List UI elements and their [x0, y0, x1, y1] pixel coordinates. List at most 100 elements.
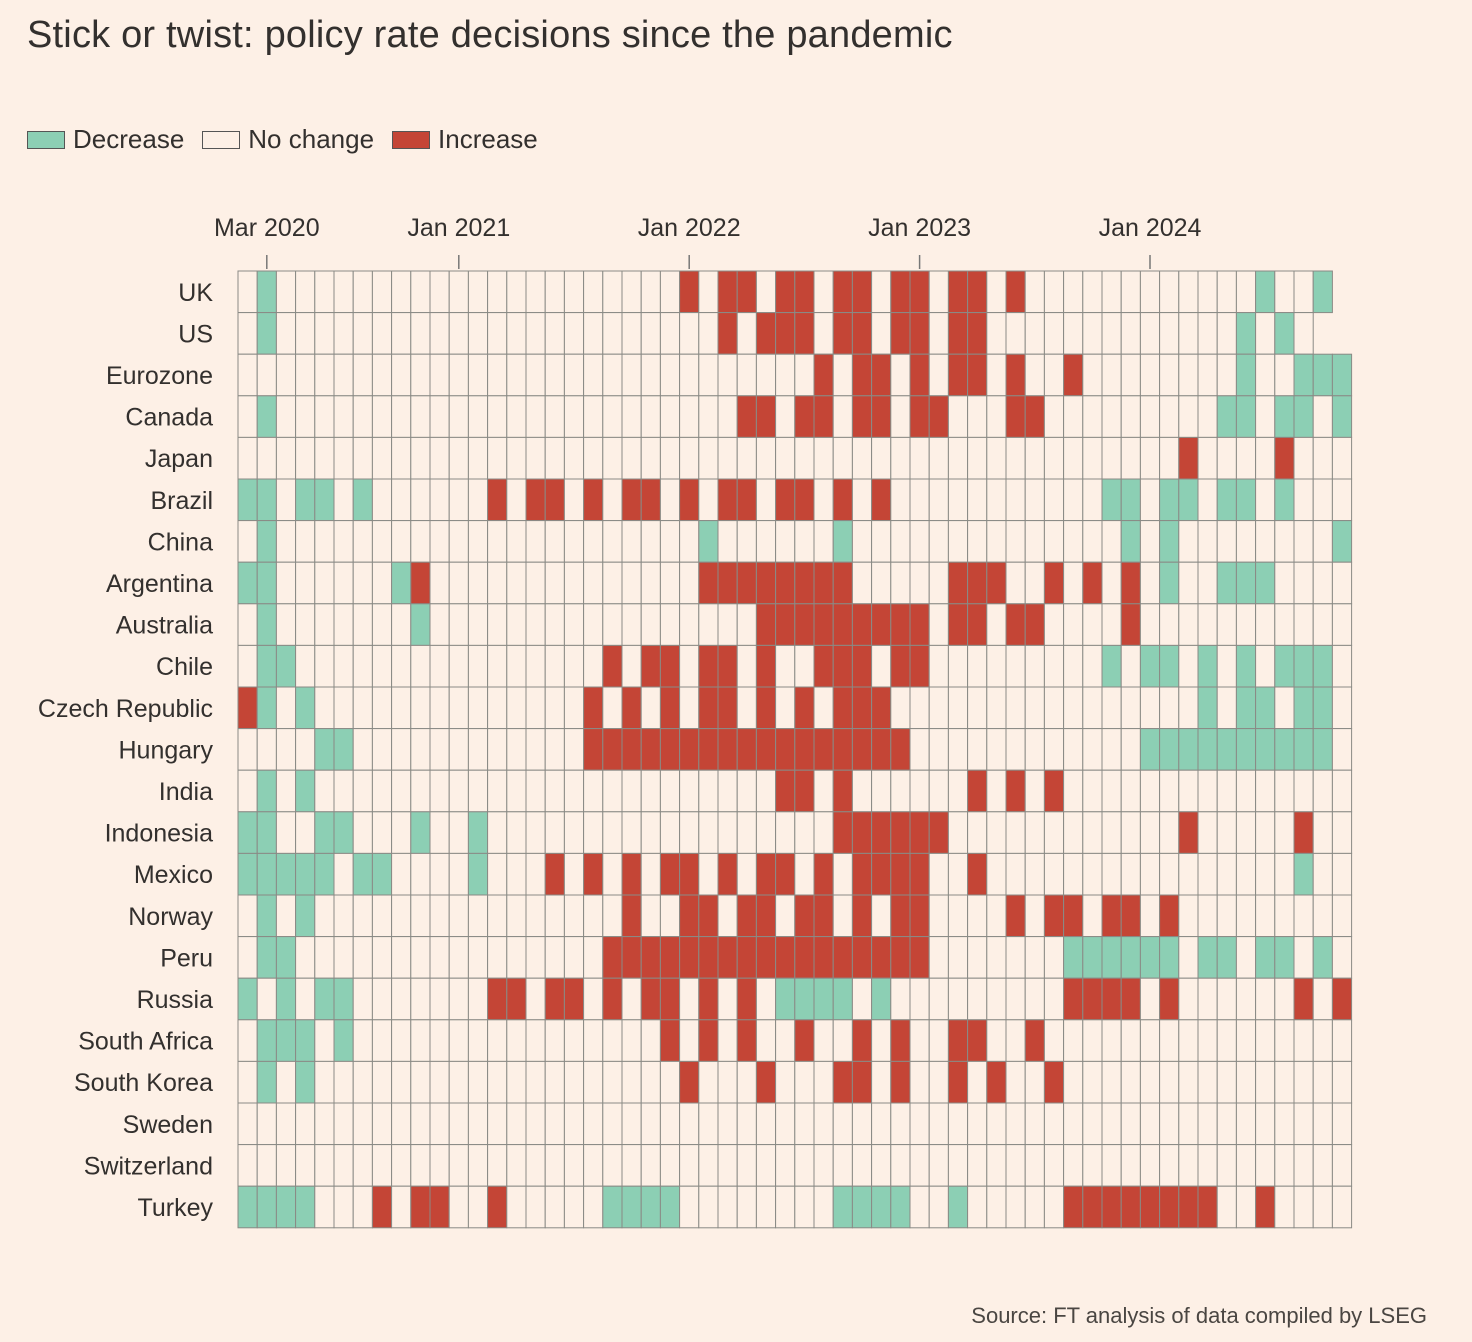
heatmap-cell: [736, 478, 757, 522]
heatmap-cell: [1159, 353, 1180, 397]
heatmap-cell: [256, 811, 277, 854]
heatmap-cell: [295, 478, 316, 522]
heatmap-cell: [295, 769, 316, 813]
heatmap-cell: [1312, 769, 1333, 813]
heatmap-cell: [851, 520, 873, 563]
heatmap-cell: [1312, 936, 1333, 979]
heatmap-cell: [352, 436, 373, 480]
heatmap-cell: [1331, 977, 1353, 1021]
heatmap-cell: [813, 1019, 834, 1062]
heatmap-cell: [928, 644, 949, 688]
heatmap-cell: [813, 936, 834, 979]
heatmap-cell: [1043, 270, 1065, 314]
heatmap-cell: [813, 852, 834, 896]
heatmap-cell: [237, 353, 258, 397]
heatmap-cell: [1139, 936, 1161, 979]
heatmap-cell: [1178, 353, 1199, 397]
heatmap-cell: [1274, 478, 1295, 522]
heatmap-cell: [1331, 1185, 1353, 1229]
heatmap-cell: [314, 686, 335, 730]
heatmap-cell: [1235, 353, 1257, 397]
heatmap-cell: [544, 811, 565, 854]
heatmap-cell: [1293, 520, 1314, 563]
heatmap-cell: [640, 686, 661, 730]
heatmap-cell: [1005, 1019, 1026, 1062]
heatmap-cell: [352, 977, 373, 1021]
heatmap-cell: [487, 1185, 508, 1229]
heatmap-cell: [909, 977, 930, 1021]
heatmap-cell: [1024, 436, 1045, 480]
heatmap-cell: [429, 1185, 450, 1229]
heatmap-cell: [275, 436, 297, 480]
heatmap-cell: [1197, 811, 1218, 854]
heatmap-cell: [1082, 478, 1103, 522]
heatmap-cell: [448, 811, 469, 854]
row-label: Russia: [137, 986, 214, 1014]
heatmap-cell: [256, 1144, 277, 1187]
heatmap-cell: [563, 811, 585, 854]
heatmap-cell: [1293, 852, 1314, 896]
heatmap-cell: [640, 977, 661, 1021]
heatmap-cell: [775, 852, 796, 896]
heatmap-cell: [371, 1185, 393, 1229]
heatmap-cell: [1139, 1144, 1161, 1187]
heatmap-cell: [1043, 1144, 1065, 1187]
heatmap-cell: [1005, 977, 1026, 1021]
heatmap-cell: [1235, 769, 1257, 813]
heatmap-cell: [237, 977, 258, 1021]
heatmap-cell: [1005, 270, 1026, 314]
heatmap-cell: [602, 1102, 623, 1146]
heatmap-cell: [410, 686, 431, 730]
heatmap-cell: [544, 436, 565, 480]
heatmap-cell: [1216, 312, 1237, 355]
heatmap-cell: [871, 936, 892, 979]
row-label: Brazil: [150, 487, 213, 515]
heatmap-cell: [928, 894, 949, 938]
heatmap-cell: [352, 353, 373, 397]
heatmap-cell: [909, 936, 930, 979]
heatmap-cell: [1101, 561, 1122, 605]
heatmap-cell: [986, 811, 1007, 854]
heatmap-cell: [1005, 478, 1026, 522]
heatmap-cell: [1255, 561, 1276, 605]
heatmap-cell: [794, 353, 815, 397]
heatmap-cell: [314, 1144, 335, 1187]
heatmap-cell: [602, 1019, 623, 1062]
heatmap-cell: [1159, 270, 1180, 314]
heatmap-cell: [237, 686, 258, 730]
heatmap-cell: [640, 1019, 661, 1062]
heatmap-cell: [1082, 769, 1103, 813]
heatmap-cell: [659, 561, 681, 605]
heatmap-cell: [1005, 894, 1026, 938]
heatmap-cell: [717, 894, 738, 938]
heatmap-cell: [717, 728, 738, 771]
heatmap-cell: [679, 520, 700, 563]
heatmap-cell: [467, 395, 489, 438]
heatmap-cell: [295, 603, 316, 646]
heatmap-cell: [391, 1019, 412, 1062]
heatmap-cell: [371, 728, 393, 771]
heatmap-cell: [871, 353, 892, 397]
heatmap-cell: [314, 395, 335, 438]
heatmap-cell: [1005, 436, 1026, 480]
heatmap-cell: [717, 312, 738, 355]
row-label: Eurozone: [106, 362, 213, 390]
row-label: US: [178, 320, 213, 348]
heatmap-cell: [755, 936, 777, 979]
heatmap-cell: [429, 353, 450, 397]
heatmap-cell: [314, 312, 335, 355]
heatmap-cell: [371, 603, 393, 646]
heatmap-cell: [1197, 478, 1218, 522]
heatmap-cell: [659, 1060, 681, 1104]
heatmap-cell: [1197, 1102, 1218, 1146]
heatmap-cell: [525, 977, 546, 1021]
heatmap-cell: [851, 728, 873, 771]
heatmap-cell: [1274, 270, 1295, 314]
heatmap-cell: [467, 561, 489, 605]
heatmap-cell: [832, 1185, 853, 1229]
heatmap-cell: [659, 270, 681, 314]
heatmap-cell: [1255, 852, 1276, 896]
heatmap-cell: [429, 478, 450, 522]
heatmap-cell: [1120, 1185, 1141, 1229]
heatmap-cell: [1043, 436, 1065, 480]
